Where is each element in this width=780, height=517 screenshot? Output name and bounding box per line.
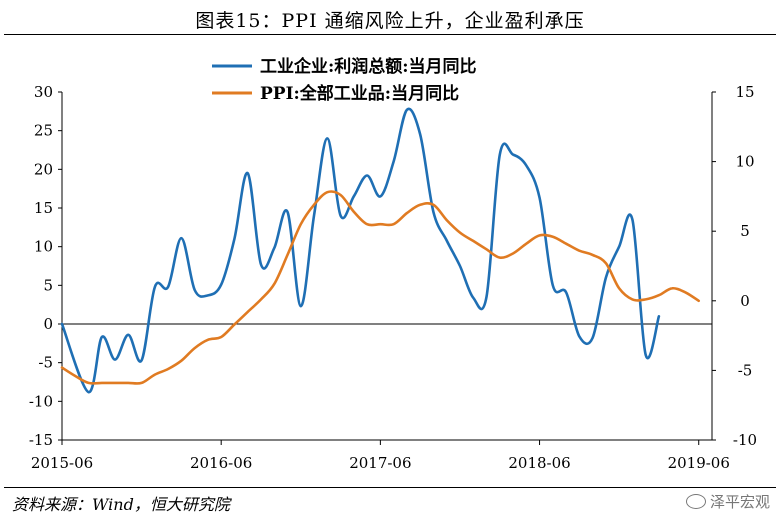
legend-label-1: 工业企业:利润总额:当月同比 [260, 56, 477, 77]
left-tick-label: 20 [34, 160, 53, 178]
left-tick-label: 15 [34, 199, 53, 217]
left-tick-label: -10 [29, 392, 53, 410]
plot-frame [61, 92, 713, 441]
series-lines [60, 107, 700, 394]
x-tick-label: 2016-06 [190, 454, 252, 472]
right-tick-label: -10 [733, 431, 757, 449]
right-tick-label: -5 [738, 361, 753, 379]
legend-label-2: PPI:全部工业品:当月同比 [260, 83, 459, 104]
right-tick-label: 15 [735, 83, 754, 101]
wechat-icon [685, 494, 706, 509]
left-tick-label: 30 [34, 83, 53, 101]
left-tick-label: 10 [34, 238, 53, 256]
left-tick-label: -5 [38, 354, 53, 372]
watermark-label: 泽平宏观 [709, 493, 770, 511]
left-tick-label: -15 [29, 431, 53, 449]
x-tick-label: 2018-06 [508, 454, 570, 472]
left-tick-label: 5 [43, 276, 53, 294]
chart-title: 图表15：PPI 通缩风险上升，企业盈利承压 [195, 10, 585, 32]
watermark: 泽平宏观 [685, 491, 770, 512]
right-tick-label: 10 [735, 153, 754, 171]
x-tick-label: 2019-06 [668, 454, 730, 472]
x-tick-label: 2015-06 [31, 454, 93, 472]
series-line-1 [60, 107, 661, 394]
right-tick-label: 0 [740, 292, 750, 310]
right-tick-label: 5 [740, 222, 750, 240]
source-note: 资料来源：Wind，恒大研究院 [12, 495, 230, 514]
left-tick-label: 25 [34, 122, 53, 140]
legend: 工业企业:利润总额:当月同比 PPI:全部工业品:当月同比 [212, 56, 477, 104]
left-tick-label: 0 [43, 315, 53, 333]
series-line-2 [60, 190, 700, 385]
source-rule [4, 487, 776, 488]
title-rule [4, 34, 776, 35]
x-tick-label: 2017-06 [349, 454, 411, 472]
axis-ticks: -15 -10 -5 0 5 10 15 20 25 30 -10 -5 0 5 10 15 2015-06 20… [29, 83, 757, 472]
